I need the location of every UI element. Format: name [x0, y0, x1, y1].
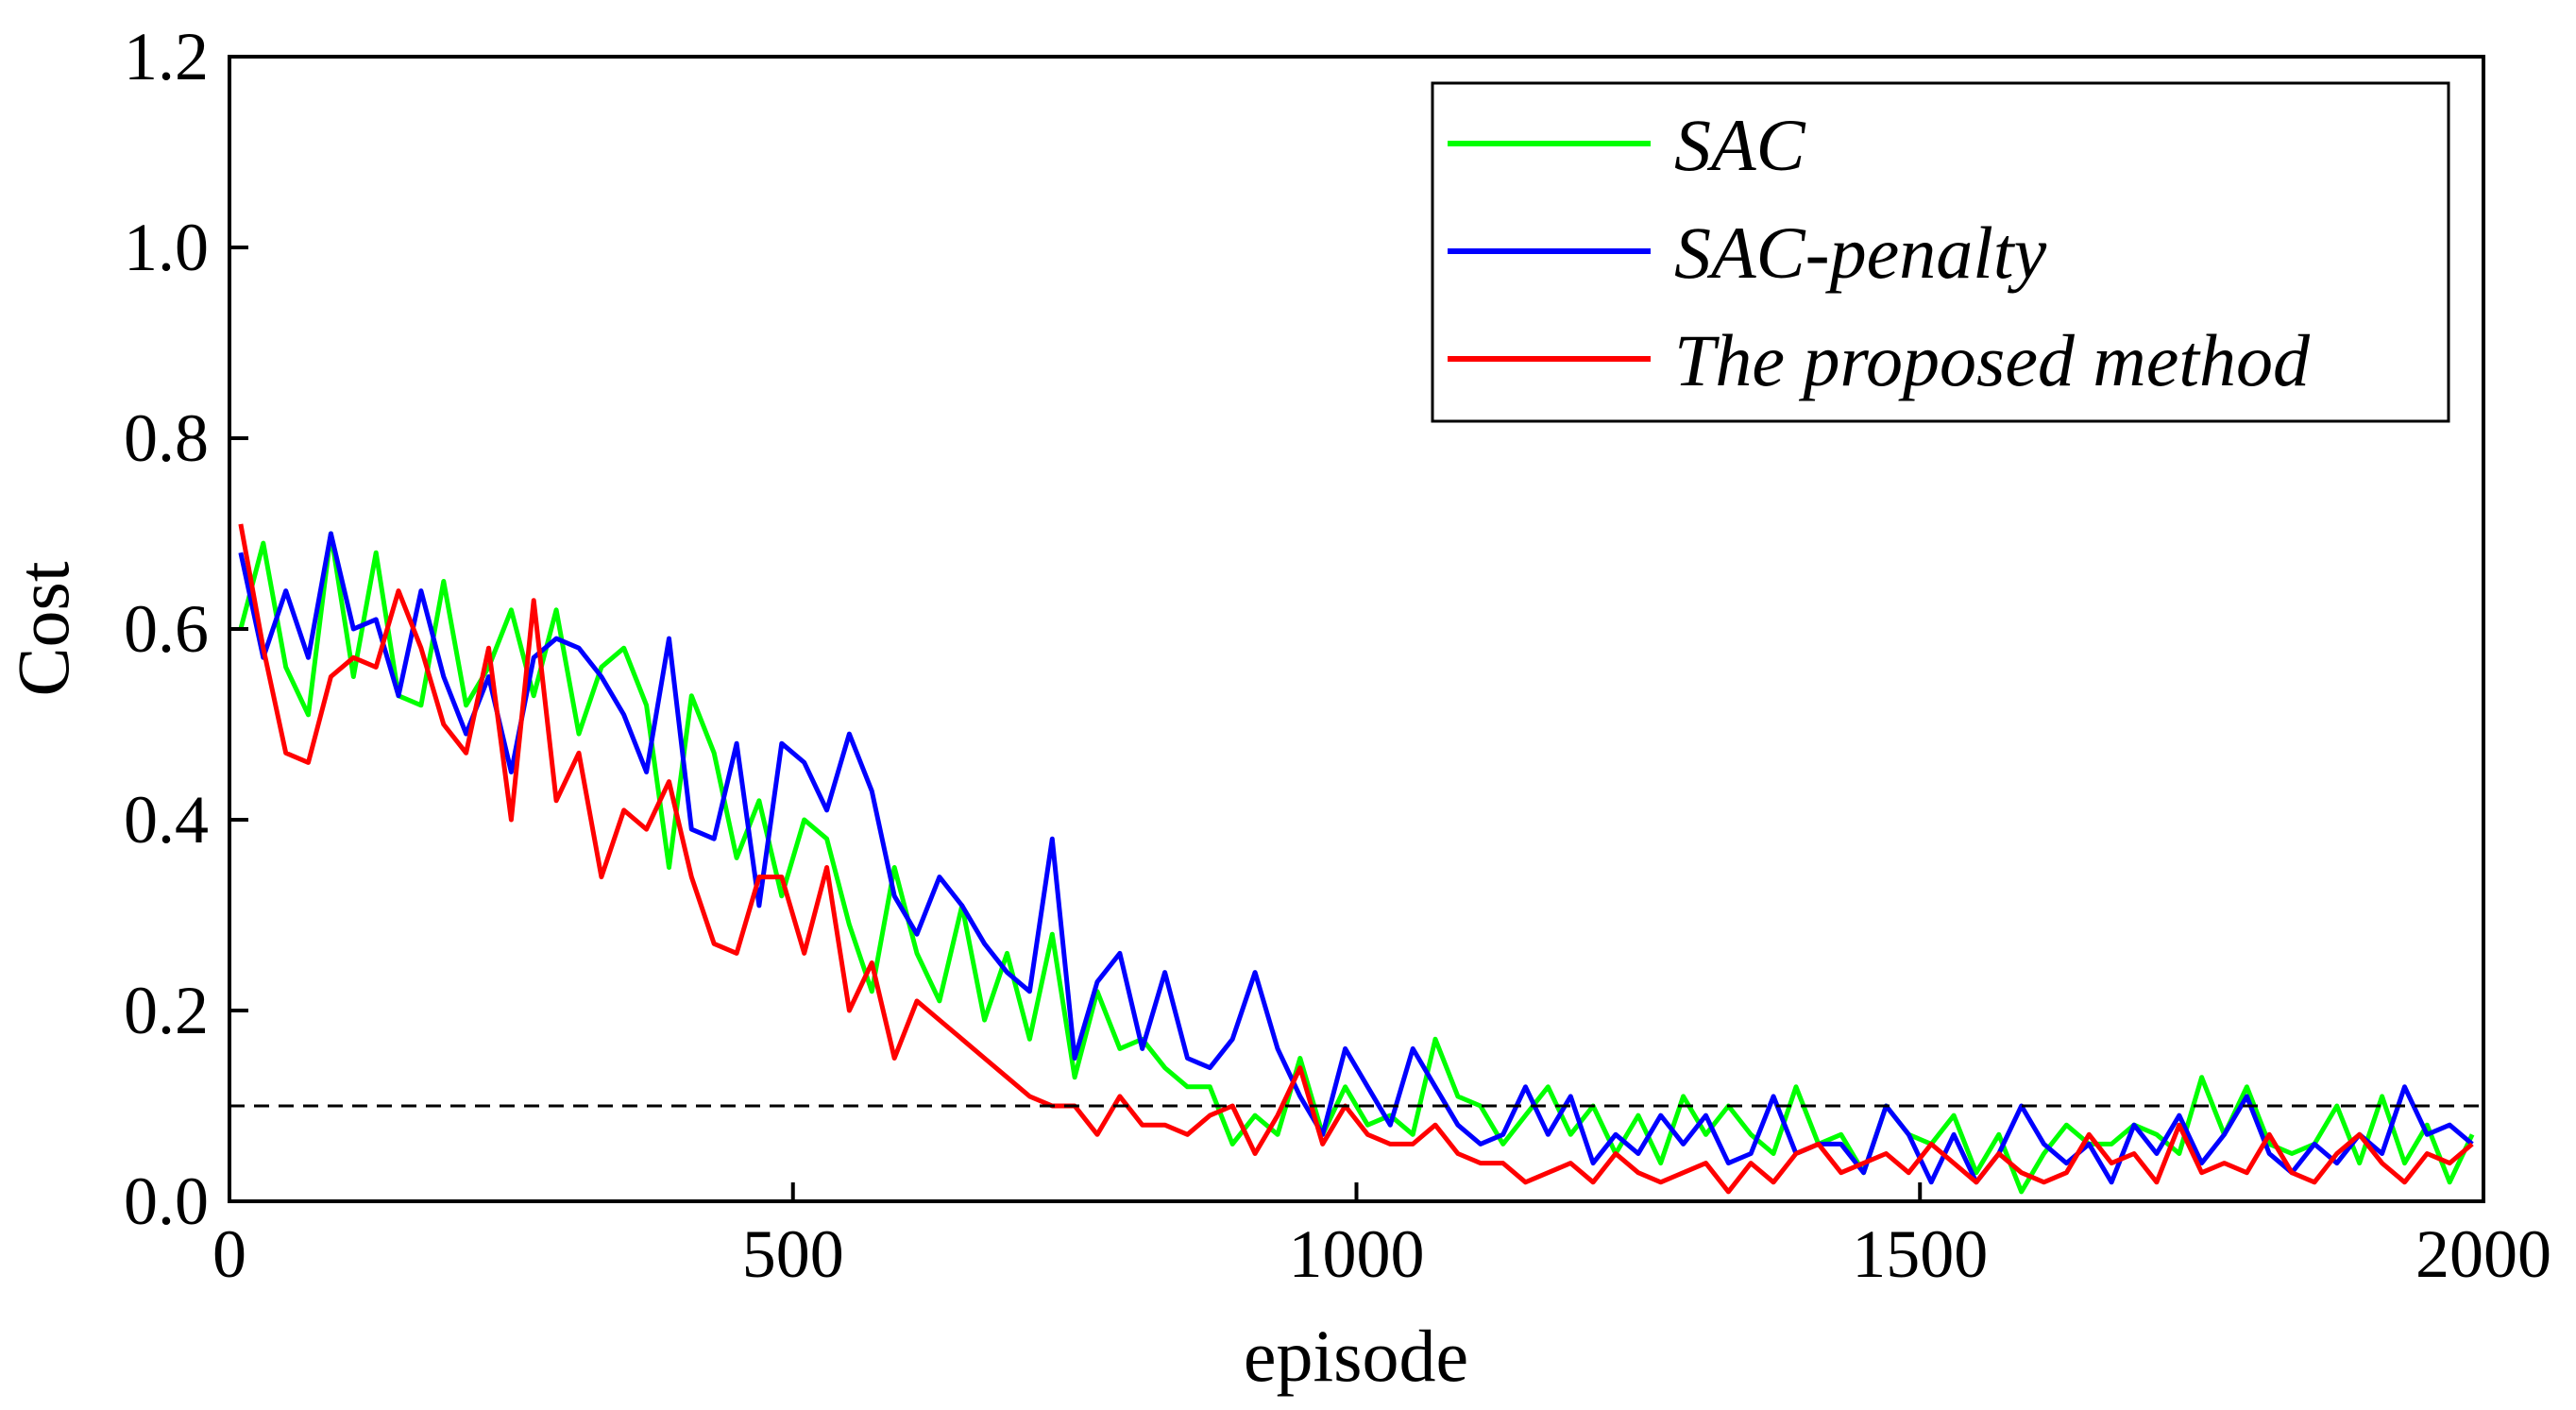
- series-line-the-proposed-method: [238, 523, 2474, 1195]
- x-axis-title: episode: [1244, 1315, 1468, 1397]
- x-tick-label: 0: [212, 1216, 246, 1292]
- series-line-sac: [238, 531, 2475, 1195]
- series-line-sac-penalty: [238, 531, 2474, 1185]
- x-tick-label: 1000: [1289, 1216, 1425, 1292]
- y-tick-label: 0.2: [124, 973, 209, 1048]
- series-layer: [238, 523, 2475, 1195]
- legend-label-sac-penalty: SAC-penalty: [1674, 212, 2047, 294]
- y-axis-title: Cost: [2, 561, 84, 696]
- y-tick-label: 1.0: [124, 210, 209, 285]
- y-tick-label: 0.8: [124, 400, 209, 476]
- y-tick-label: 0.6: [124, 591, 209, 667]
- legend-label-proposed-method: The proposed method: [1674, 319, 2311, 401]
- y-tick-label: 0.4: [124, 782, 209, 858]
- y-tick-label: 1.2: [124, 19, 209, 94]
- x-axis: 0 500 1000 1500 2000: [212, 1182, 2551, 1292]
- y-axis: 0.0 0.2 0.4 0.6 0.8 1.0 1.2: [124, 19, 248, 1239]
- x-tick-label: 1500: [1852, 1216, 1988, 1292]
- x-tick-label: 2000: [2415, 1216, 2551, 1292]
- x-tick-label: 500: [742, 1216, 844, 1292]
- y-tick-label: 0.0: [124, 1164, 209, 1239]
- legend: SAC SAC-penalty The proposed method: [1431, 81, 2450, 423]
- legend-label-sac: SAC: [1674, 104, 1806, 186]
